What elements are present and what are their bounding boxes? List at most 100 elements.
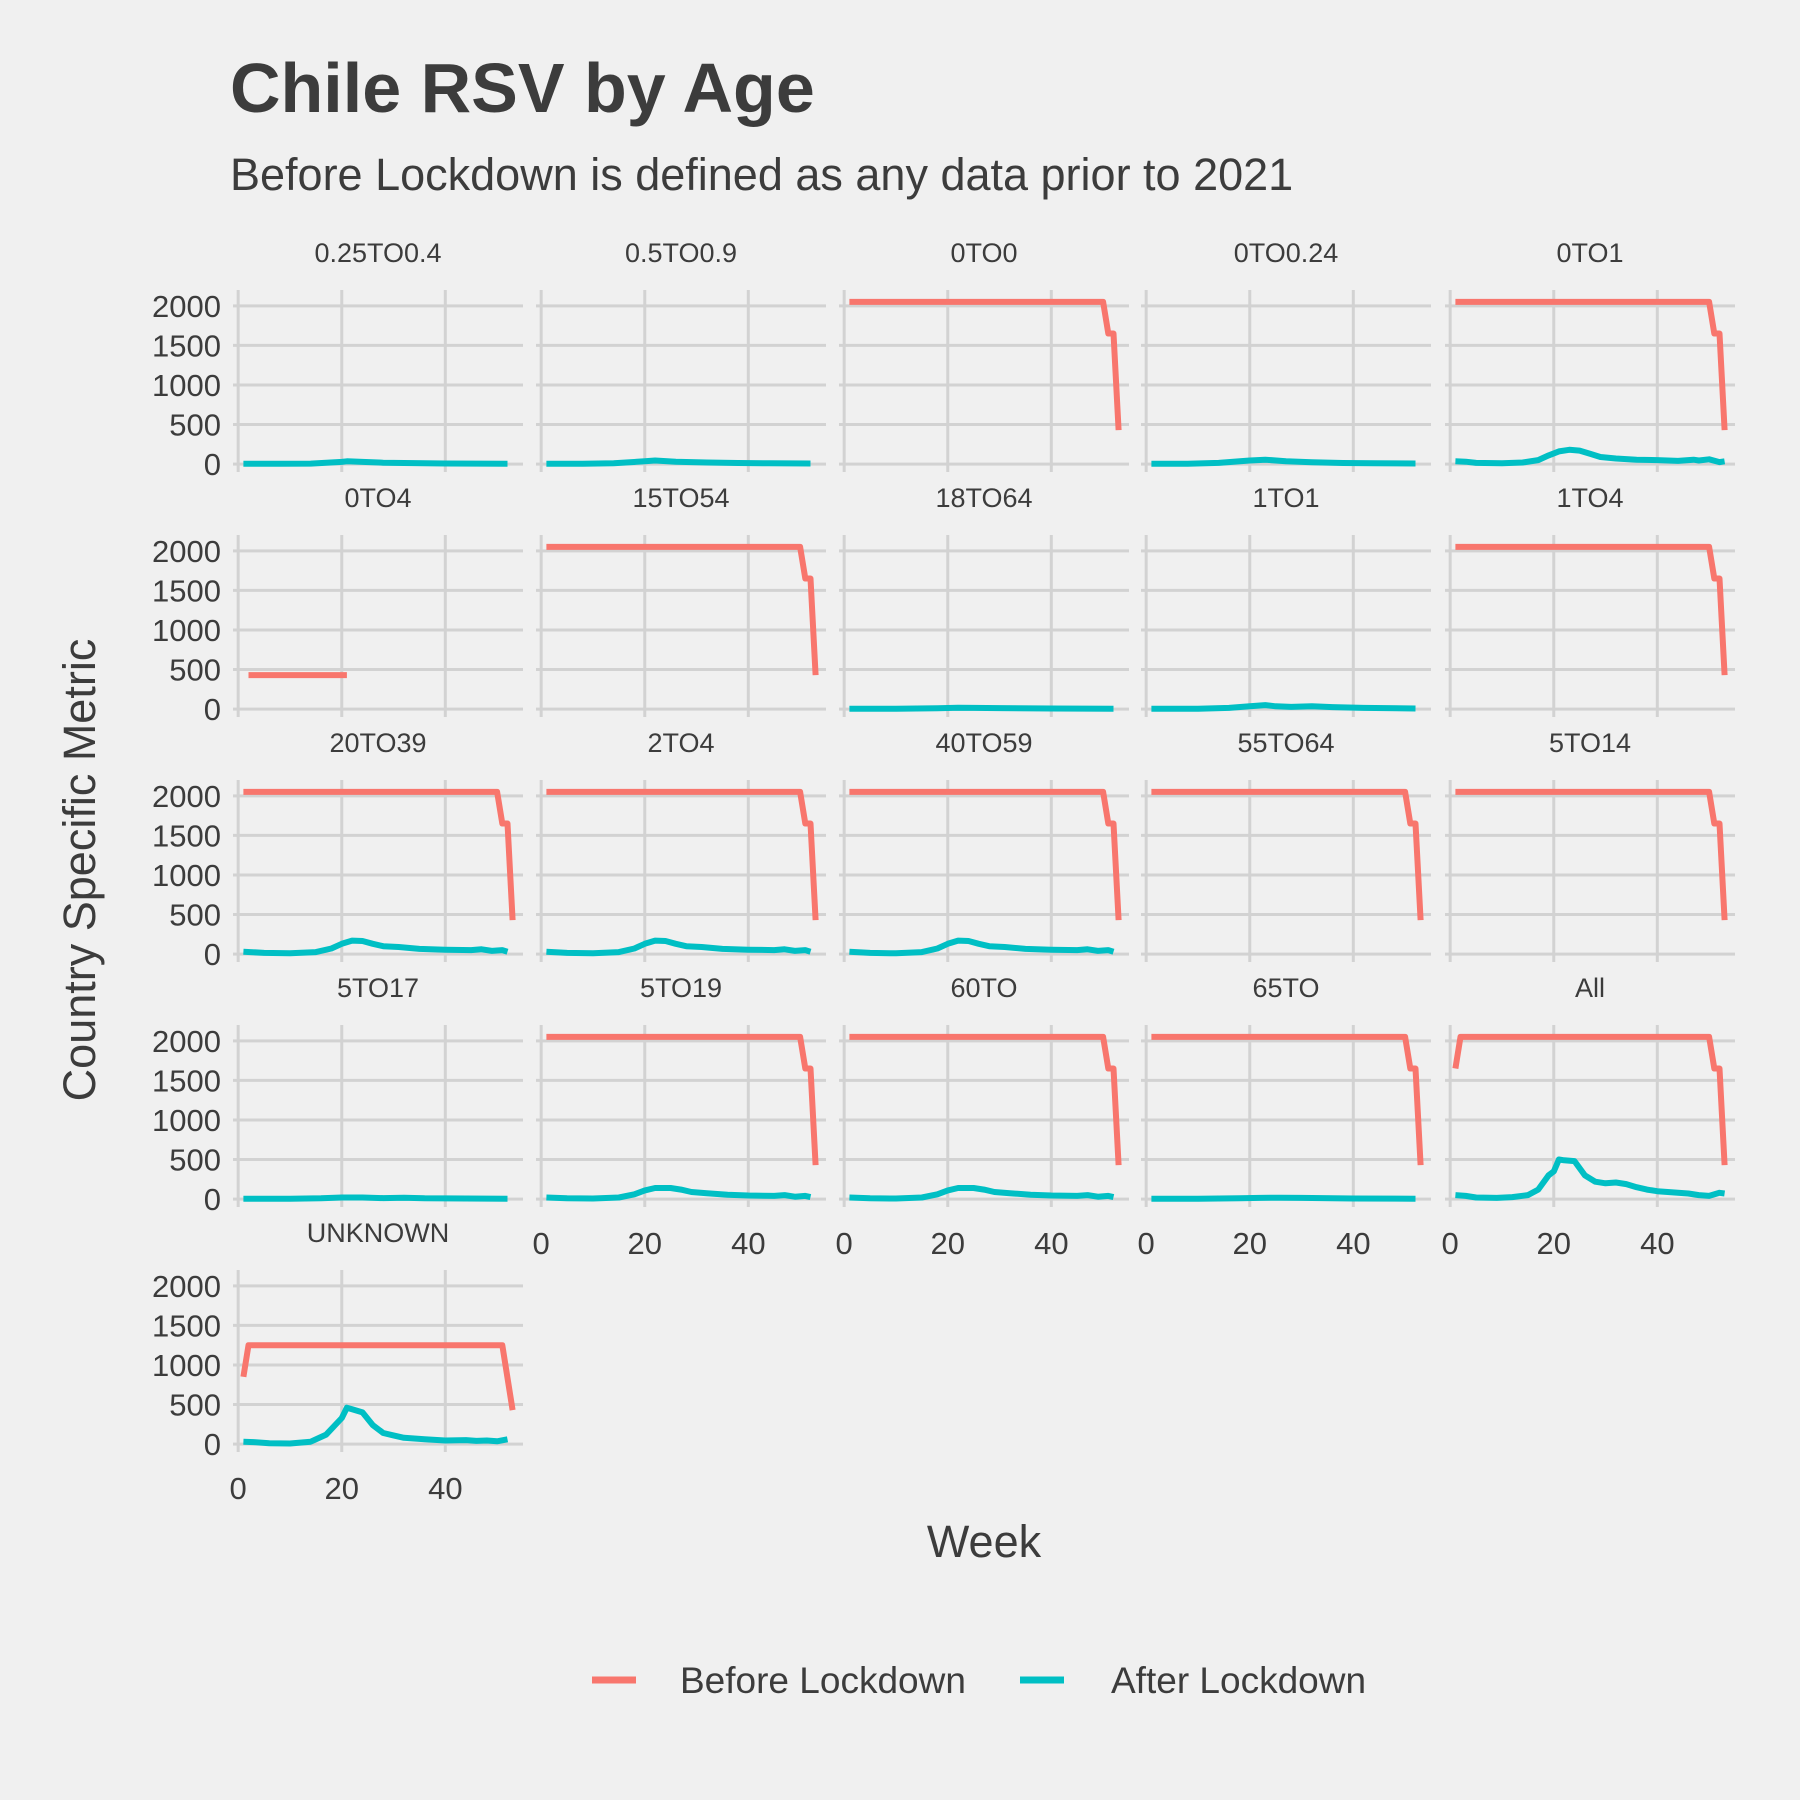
- series-before-lockdown: [240, 1342, 516, 1411]
- series-after-lockdown: [849, 704, 1114, 712]
- facet-panel: 15TO54: [536, 483, 826, 717]
- legend-label: Before Lockdown: [680, 1660, 966, 1701]
- series-before-lockdown: [243, 788, 516, 921]
- y-tick-label: 2000: [152, 779, 221, 814]
- facet-strip-label: 18TO64: [935, 483, 1032, 513]
- facet-panel: 5TO19 0 20 40: [533, 973, 826, 1261]
- facet-panel: All 0 20 40: [1442, 973, 1735, 1261]
- x-tick-label: 20: [325, 1471, 359, 1506]
- facet-strip-label: 0TO0: [950, 238, 1017, 268]
- series-before-lockdown: [546, 543, 819, 676]
- x-tick-label: 40: [1034, 1226, 1068, 1261]
- x-tick-label: 20: [1537, 1226, 1571, 1261]
- x-tick-label: 0: [1442, 1226, 1459, 1261]
- y-tick-label: 2000: [152, 289, 221, 324]
- facet-panel: 0TO0: [839, 238, 1129, 472]
- series-after-lockdown: [1151, 456, 1416, 467]
- y-tick-label: 1000: [152, 1103, 221, 1138]
- facet-strip-label: 2TO4: [647, 728, 714, 758]
- facet-panel: 18TO64: [839, 483, 1129, 717]
- facet-panel: 20TO39 0 500 1000 1500 2000: [152, 728, 523, 972]
- facet-panel: 0.25TO0.4 0 500 1000 1500 2000: [152, 238, 523, 482]
- legend-label: After Lockdown: [1111, 1660, 1366, 1701]
- x-tick-label: 0: [836, 1226, 853, 1261]
- series-before-lockdown: [1455, 788, 1728, 921]
- facet-panel: 2TO4: [536, 728, 826, 962]
- series-before-lockdown: [1455, 543, 1728, 676]
- facet-strip-label: 55TO64: [1237, 728, 1334, 758]
- x-tick-label: 20: [628, 1226, 662, 1261]
- facet-strip-label: 0.25TO0.4: [314, 238, 441, 268]
- facet-panel: 1TO1: [1141, 483, 1431, 717]
- y-tick-label: 0: [204, 1182, 221, 1217]
- series-before-lockdown: [849, 1033, 1122, 1166]
- y-tick-label: 0: [204, 1427, 221, 1462]
- facet-strip-label: All: [1575, 973, 1605, 1003]
- series-before-lockdown: [1452, 1033, 1728, 1166]
- facet-panel: 65TO 0 20 40: [1138, 973, 1431, 1261]
- facet-strip-label: UNKNOWN: [307, 1218, 450, 1248]
- facet-panel: 1TO4: [1445, 483, 1735, 717]
- facet-strip-label: 5TO17: [337, 973, 419, 1003]
- facet-strip-label: 40TO59: [935, 728, 1032, 758]
- facet-panel: 40TO59: [839, 728, 1129, 962]
- y-tick-label: 1500: [152, 818, 221, 853]
- series-before-lockdown: [1151, 788, 1424, 921]
- chart-title: Chile RSV by Age: [230, 49, 815, 127]
- y-tick-label: 0: [204, 937, 221, 972]
- x-tick-label: 20: [931, 1226, 965, 1261]
- series-before-lockdown: [1151, 1033, 1424, 1166]
- facet-strip-label: 20TO39: [329, 728, 426, 758]
- y-tick-label: 1000: [152, 368, 221, 403]
- y-tick-label: 500: [169, 1143, 221, 1178]
- facet-panel: 55TO64: [1141, 728, 1431, 962]
- x-tick-label: 40: [1336, 1226, 1370, 1261]
- y-tick-label: 2000: [152, 1269, 221, 1304]
- y-tick-label: 1500: [152, 328, 221, 363]
- y-tick-label: 0: [204, 447, 221, 482]
- series-before-lockdown: [546, 788, 819, 921]
- series-after-lockdown: [243, 937, 509, 957]
- x-tick-label: 0: [533, 1226, 550, 1261]
- y-tick-label: 2000: [152, 1024, 221, 1059]
- facet-strip-label: 1TO4: [1556, 483, 1623, 513]
- x-tick-label: 40: [1640, 1226, 1674, 1261]
- facet-strip-label: 1TO1: [1252, 483, 1319, 513]
- series-after-lockdown: [243, 1194, 508, 1202]
- y-tick-label: 2000: [152, 534, 221, 569]
- facet-panel: 0TO4 0 500 1000 1500 2000: [152, 483, 523, 727]
- y-tick-label: 500: [169, 898, 221, 933]
- facet-strip-label: 5TO19: [640, 973, 722, 1003]
- chart-subtitle: Before Lockdown is defined as any data p…: [230, 149, 1293, 200]
- facet-strip-label: 0TO4: [344, 483, 411, 513]
- facet-strip-label: 0TO0.24: [1234, 238, 1339, 268]
- y-tick-label: 1500: [152, 1308, 221, 1343]
- y-tick-label: 500: [169, 1388, 221, 1423]
- facet-panel: 60TO 0 20 40: [836, 973, 1129, 1261]
- x-tick-label: 0: [230, 1471, 247, 1506]
- series-before-lockdown: [546, 1033, 819, 1166]
- series-before-lockdown: [849, 788, 1122, 921]
- series-after-lockdown: [849, 1185, 1115, 1202]
- series-after-lockdown: [546, 937, 812, 957]
- series-after-lockdown: [1455, 1156, 1726, 1201]
- x-axis-title: Week: [927, 1516, 1042, 1567]
- facet-panel: 5TO17 0 500 1000 1500 2000: [152, 973, 523, 1217]
- y-tick-label: 500: [169, 408, 221, 443]
- facet-panel: 0TO1: [1445, 238, 1735, 472]
- y-tick-label: 1000: [152, 613, 221, 648]
- facet-strip-label: 5TO14: [1549, 728, 1631, 758]
- facet-panel: 5TO14: [1445, 728, 1735, 962]
- series-before-lockdown: [849, 298, 1122, 431]
- y-tick-label: 1500: [152, 1063, 221, 1098]
- facet-panel: 0.5TO0.9: [536, 238, 826, 472]
- x-tick-label: 0: [1138, 1226, 1155, 1261]
- facet-panel: 0TO0.24: [1141, 238, 1431, 472]
- series-after-lockdown: [546, 1185, 812, 1202]
- series-after-lockdown: [1455, 446, 1726, 467]
- facet-strip-label: 65TO: [1252, 973, 1319, 1003]
- facet-strip-label: 15TO54: [632, 483, 729, 513]
- y-tick-label: 1000: [152, 1348, 221, 1383]
